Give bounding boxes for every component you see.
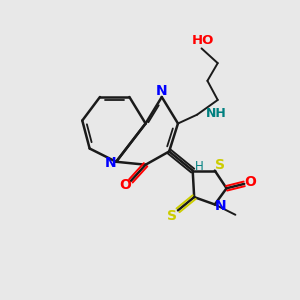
- Text: N: N: [105, 156, 117, 170]
- Text: S: S: [215, 158, 225, 172]
- Text: O: O: [120, 178, 131, 192]
- Text: S: S: [167, 209, 177, 223]
- Text: O: O: [244, 176, 256, 189]
- Text: HO: HO: [192, 34, 214, 47]
- Text: N: N: [156, 83, 168, 98]
- Text: N: N: [215, 199, 226, 213]
- Text: H: H: [195, 160, 203, 173]
- Text: NH: NH: [206, 107, 227, 120]
